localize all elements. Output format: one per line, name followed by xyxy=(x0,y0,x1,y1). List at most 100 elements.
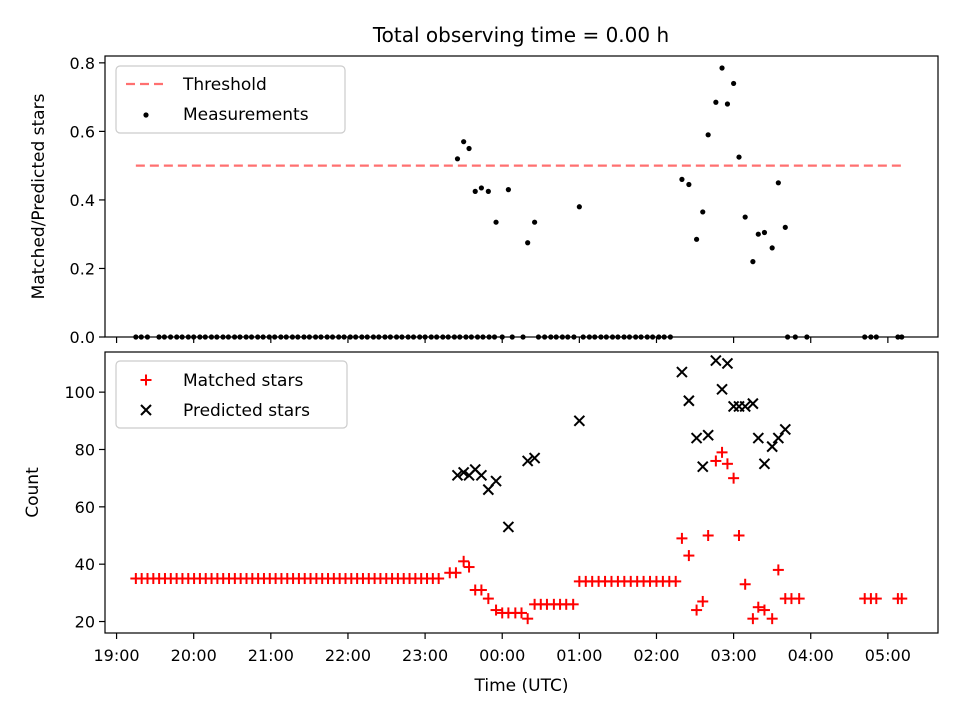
predicted-star-marker xyxy=(747,397,759,410)
measurement-point xyxy=(705,132,711,138)
predicted-star-marker xyxy=(772,432,785,444)
legend-matched-label: Matched stars xyxy=(183,371,303,391)
predicted-star-marker xyxy=(779,423,791,436)
legend-measurements-label: Measurements xyxy=(183,105,309,125)
matched-star-marker xyxy=(676,532,688,544)
measurement-point xyxy=(755,231,761,237)
matched-star-marker xyxy=(475,584,487,596)
x-tick-label: 02:00 xyxy=(633,646,679,665)
predicted-star-marker xyxy=(676,366,688,378)
measurement-point xyxy=(693,236,700,242)
measurement-point xyxy=(761,229,768,236)
measurement-point xyxy=(731,80,737,87)
measurement-point xyxy=(724,101,731,107)
matched-star-marker xyxy=(463,561,475,573)
matched-star-marker xyxy=(870,593,882,605)
measurement-point xyxy=(493,219,499,225)
x-tick-label: 00:00 xyxy=(479,646,525,665)
x-tick-label: 01:00 xyxy=(556,646,602,665)
matched-star-marker xyxy=(728,472,740,484)
matched-star-marker xyxy=(522,613,534,625)
measurement-point xyxy=(454,156,461,162)
matched-star-marker xyxy=(458,555,470,567)
predicted-star-marker xyxy=(716,383,728,395)
predicted-star-marker xyxy=(451,469,464,482)
predicted-star-marker xyxy=(697,460,709,473)
predicted-star-marker xyxy=(752,432,764,444)
matched-star-marker xyxy=(716,446,728,458)
measurement-point xyxy=(775,180,781,186)
matched-star-marker xyxy=(793,593,805,605)
measurement-point xyxy=(525,240,531,246)
measurement-point xyxy=(532,219,538,225)
predicted-star-marker xyxy=(140,404,152,416)
measurement-point xyxy=(576,204,582,210)
matched-star-marker xyxy=(670,575,682,587)
measurement-point xyxy=(700,209,706,215)
bottom-legend: Matched stars Predicted stars xyxy=(115,360,348,429)
predicted-star-marker xyxy=(721,357,734,370)
y-tick-label: 40 xyxy=(75,555,95,574)
y-tick-label: 0.4 xyxy=(70,191,95,210)
matched-star-marker xyxy=(710,455,722,467)
y-axis-label: Count xyxy=(23,467,43,518)
predicted-star-marker xyxy=(683,395,695,407)
x-tick-label: 20:00 xyxy=(171,646,217,665)
predicted-star-marker xyxy=(490,475,502,487)
y-tick-label: 0.0 xyxy=(70,328,95,347)
matched-star-marker xyxy=(482,593,494,605)
matched-star-marker xyxy=(766,613,778,625)
y-tick-label: 0.8 xyxy=(70,54,95,73)
bottom-plot-frame xyxy=(104,351,939,634)
predicted-star-marker xyxy=(766,440,778,453)
top-plot-area: 0.0 0.2 0.4 0.6 0.8 Matched/Predicted stars Th… xyxy=(29,54,939,347)
legend-box xyxy=(115,65,346,134)
y-tick-label: 80 xyxy=(75,440,95,459)
measurement-point xyxy=(679,176,685,182)
x-tick-label: 21:00 xyxy=(248,646,294,665)
predicted-star-marker xyxy=(521,455,534,467)
x-tick-label: 23:00 xyxy=(402,646,448,665)
x-tick-label: 05:00 xyxy=(865,646,911,665)
matched-star-marker xyxy=(721,458,733,470)
matched-star-marker xyxy=(772,564,784,576)
x-axis-label: Time (UTC) xyxy=(474,676,569,696)
measurement-point xyxy=(719,65,725,71)
measurement-point xyxy=(686,181,692,188)
measurement-point xyxy=(485,188,491,194)
matched-star-marker xyxy=(567,598,579,610)
matched-star-marker xyxy=(450,567,462,579)
matched-star-marker xyxy=(752,601,764,613)
predicted-star-marker xyxy=(710,354,722,367)
y-tick-label: 0.6 xyxy=(70,122,95,141)
y-tick-label: 100 xyxy=(64,383,95,402)
x-tick-label: 03:00 xyxy=(711,646,757,665)
y-tick-label: 0.2 xyxy=(70,259,95,278)
measurement-point xyxy=(742,214,748,220)
measurement-point xyxy=(750,259,756,265)
x-tick-label: 19:00 xyxy=(94,646,140,665)
legend-predicted-label: Predicted stars xyxy=(183,401,310,421)
predicted-star-marker xyxy=(758,458,771,470)
legend-threshold-label: Threshold xyxy=(182,75,267,95)
measurement-point xyxy=(505,187,511,193)
matched-star-marker xyxy=(140,374,152,386)
x-tick-label: 04:00 xyxy=(788,646,834,665)
top-plot-frame xyxy=(104,55,939,338)
predicted-star-marker xyxy=(727,400,740,413)
measurement-point xyxy=(143,112,149,118)
measurement-point xyxy=(736,154,742,160)
y-tick-label: 60 xyxy=(75,498,95,517)
measurement-point xyxy=(461,139,467,145)
legend-box xyxy=(115,360,348,429)
y-axis-label: Matched/Predicted stars xyxy=(29,93,49,299)
predicted-star-marker xyxy=(702,429,714,441)
matched-star-marker xyxy=(733,530,745,542)
measurement-point xyxy=(466,145,472,152)
bottom-plot-area: 20 40 60 80 100 19:00 20:00 21:00 22:00 23:00 00:0… xyxy=(23,351,939,696)
matched-star-marker xyxy=(896,593,908,605)
matched-star-marker xyxy=(490,604,502,616)
measurement-point xyxy=(782,224,788,230)
predicted-star-marker xyxy=(528,452,541,464)
